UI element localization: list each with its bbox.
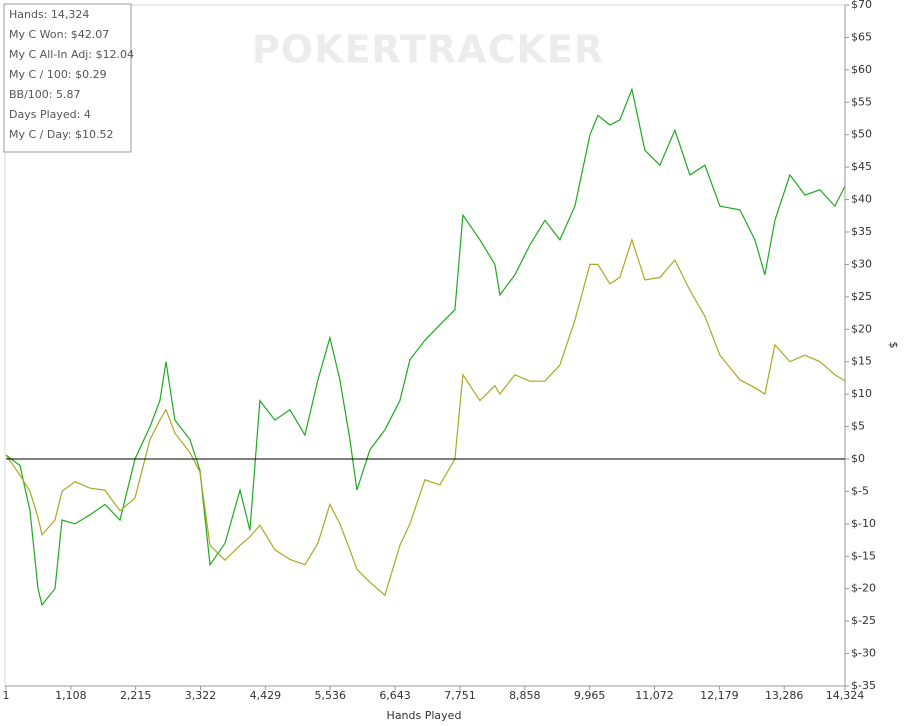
y-tick-label: $60 (851, 63, 872, 76)
y-tick-label: $-35 (851, 679, 876, 692)
y-tick-label: $-5 (851, 484, 869, 497)
watermark: POKERTRACKER (252, 28, 604, 72)
plot-frame (4, 4, 846, 687)
y-tick-label: $45 (851, 160, 872, 173)
x-tick-label: 6,643 (379, 689, 411, 702)
stat-line: My C / Day: $10.52 (9, 128, 114, 141)
y-tick-label: $65 (851, 30, 872, 43)
y-tick-label: $5 (851, 420, 865, 433)
stat-line: BB/100: 5.87 (9, 88, 81, 101)
y-axis-label: $ (887, 342, 900, 349)
stat-line: My C All-In Adj: $12.04 (9, 48, 134, 61)
y-tick-label: $0 (851, 452, 865, 465)
y-tick-label: $25 (851, 290, 872, 303)
x-tick-label: 8,858 (509, 689, 541, 702)
y-tick-label: $-15 (851, 549, 876, 562)
x-tick-label: 11,072 (635, 689, 674, 702)
stat-line: Days Played: 4 (9, 108, 91, 121)
x-tick-label: 12,179 (700, 689, 739, 702)
y-tick-label: $70 (851, 0, 872, 11)
x-tick-label: 1,108 (55, 689, 87, 702)
x-tick-label: 4,429 (250, 689, 282, 702)
y-tick-label: $-20 (851, 582, 876, 595)
x-tick-label: 2,215 (120, 689, 152, 702)
y-tick-label: $-25 (851, 614, 876, 627)
y-tick-label: $15 (851, 355, 872, 368)
stat-line: My C / 100: $0.29 (9, 68, 107, 81)
x-axis-label: Hands Played (387, 709, 462, 722)
y-tick-label: $50 (851, 128, 872, 141)
stat-line: My C Won: $42.07 (9, 28, 109, 41)
y-tick-label: $55 (851, 95, 872, 108)
y-tick-label: $30 (851, 257, 872, 270)
x-tick-label: 14,324 (826, 689, 865, 702)
series-line (5, 237, 846, 597)
stat-line: Hands: 14,324 (9, 8, 89, 21)
x-tick-label: 3,322 (185, 689, 217, 702)
y-tick-label: $40 (851, 193, 872, 206)
stats-box (3, 3, 132, 153)
x-tick-label: 1 (3, 689, 10, 702)
x-tick-label: 7,751 (444, 689, 476, 702)
y-tick-label: $20 (851, 322, 872, 335)
y-tick-label: $-10 (851, 517, 876, 530)
x-tick-label: 13,286 (765, 689, 804, 702)
x-tick-label: 5,536 (314, 689, 346, 702)
y-tick-label: $10 (851, 387, 872, 400)
y-tick-label: $35 (851, 225, 872, 238)
x-tick-label: 9,965 (574, 689, 606, 702)
y-tick-label: $-30 (851, 647, 876, 660)
